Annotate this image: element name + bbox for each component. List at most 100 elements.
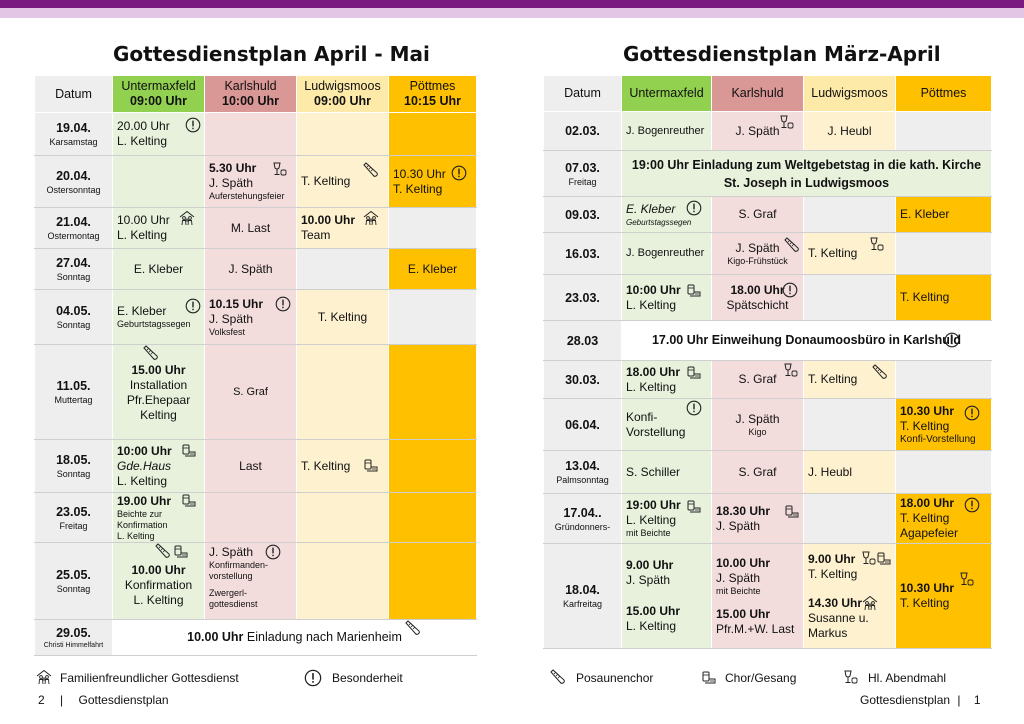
cell-karlshuld: 5.30 Uhr J. Späth Auferstehungsfeier — [204, 155, 297, 208]
date-cell: 25.05. Sonntag — [34, 542, 113, 620]
cell-karlshuld — [204, 112, 297, 156]
legend-communion: Hl. Abendmahl — [868, 671, 946, 685]
header-datum: Datum — [34, 75, 113, 113]
cell-ludwigsmoos — [296, 492, 389, 543]
info-icon — [265, 544, 281, 560]
cell-ludwigsmoos: 9.00 Uhr T. Kelting 14.30 Uhr Susanne u. Mar… — [803, 543, 896, 649]
header-bar-light — [0, 8, 1024, 18]
footer-right: Gottesdienstplan | 1 — [860, 693, 981, 707]
date-cell: 28.03 — [543, 320, 622, 361]
cell-karlshuld: J. Späth — [204, 248, 297, 290]
date-cell: 30.03. — [543, 360, 622, 399]
table-header-row: Datum Untermaxfeld 09:00 Uhr Karlshuld 10:… — [34, 75, 477, 113]
table-row: 21.04. Ostermontag 10.00 Uhr L. Kelting M.… — [34, 207, 477, 249]
date-cell: 13.04. Palmsonntag — [543, 450, 622, 494]
table-row: 25.05. Sonntag 10.00 Uhr Konfirmation L. Ke… — [34, 542, 477, 620]
legend-brass: Posaunenchor — [576, 671, 653, 685]
cell-karlshuld: Last — [204, 439, 297, 493]
header-poettmes: Pöttmes — [895, 75, 992, 112]
cell-karlshuld: J. Späth — [711, 111, 804, 151]
table-header-row: Datum Untermaxfeld Karlshuld Ludwigsmoos… — [543, 75, 992, 112]
table-row: 04.05. Sonntag E. Kleber Geburtstagssegen … — [34, 289, 477, 345]
cell-ludwigsmoos: T. Kelting — [296, 289, 389, 345]
cell-karlshuld: M. Last — [204, 207, 297, 249]
family-icon — [862, 595, 878, 611]
cell-karlshuld: S. Graf — [711, 196, 804, 233]
choir-icon — [363, 457, 379, 473]
info-icon — [185, 298, 201, 314]
cell-karlshuld — [204, 492, 297, 543]
communion-icon — [868, 236, 884, 252]
date-cell: 27.04. Sonntag — [34, 248, 113, 290]
header-datum: Datum — [543, 75, 622, 112]
family-icon — [179, 210, 195, 226]
cell-untermaxfeld: 10.00 Uhr L. Kelting — [112, 207, 205, 249]
legend-family: Familienfreundlicher Gottesdienst — [60, 671, 239, 685]
cell-poettmes — [388, 542, 477, 620]
cell-untermaxfeld: 9.00 Uhr J. Späth 15.00 Uhr L. Kelting — [621, 543, 712, 649]
info-icon — [275, 296, 291, 312]
cell-ludwigsmoos: T. Kelting — [803, 360, 896, 399]
footer-left: 2 | Gottesdienstplan — [38, 693, 169, 707]
info-icon — [944, 332, 960, 348]
cell-ludwigsmoos — [803, 398, 896, 451]
legend-choir: Chor/Gesang — [725, 671, 796, 685]
cell-poettmes: 18.00 Uhr T. Kelting Agapefeier — [895, 493, 992, 544]
table-row: 11.05. Muttertag 15.00 Uhr Installation Pfr… — [34, 344, 477, 440]
cell-span-event: 10.00 Uhr Einladung nach Marienheim — [112, 619, 477, 656]
choir-icon — [181, 442, 197, 458]
legend-special: Besonderheit — [332, 671, 403, 685]
cell-ludwigsmoos: T. Kelting — [803, 232, 896, 275]
cell-poettmes — [895, 232, 992, 275]
header-untermaxfeld: Untermaxfeld — [621, 75, 712, 112]
date-cell: 20.04. Ostersonntag — [34, 155, 113, 208]
cell-ludwigsmoos: 10.00 Uhr Team — [296, 207, 389, 249]
cell-karlshuld: 10.15 Uhr J. Späth Volksfest — [204, 289, 297, 345]
table-row: 28.03 17.00 Uhr Einweihung Donaumoosbüro… — [543, 320, 992, 361]
table-row: 29.05. Christi Himmelfahrt 10.00 Uhr Einl… — [34, 619, 477, 656]
cell-untermaxfeld: J. Bogenreuther — [621, 111, 712, 151]
brass-icon — [363, 162, 379, 178]
cell-ludwigsmoos: T. Kelting — [296, 439, 389, 493]
communion-icon — [842, 669, 858, 685]
footer-title-right: Gottesdienstplan — [860, 693, 951, 707]
date-cell: 19.04. Karsamstag — [34, 112, 113, 156]
info-icon — [686, 200, 702, 216]
choir-icon — [173, 543, 189, 559]
family-icon — [363, 210, 379, 226]
info-icon — [451, 165, 467, 181]
page-title-right: Gottesdienstplan März-April — [623, 42, 941, 66]
communion-icon — [860, 550, 876, 566]
cell-karlshuld: J. Späth Kigo-Frühstück — [711, 232, 804, 275]
table-row: 19.04. Karsamstag 20.00 Uhr L. Kelting — [34, 112, 477, 156]
brass-icon — [550, 669, 566, 685]
brass-icon — [155, 543, 171, 559]
footer-separator: | — [60, 693, 64, 707]
communion-icon — [782, 362, 798, 378]
cell-ludwigsmoos: J. Heubl — [803, 450, 896, 494]
brass-icon — [143, 345, 159, 361]
brass-icon — [784, 237, 800, 253]
cell-ludwigsmoos — [803, 493, 896, 544]
cell-untermaxfeld: 20.00 Uhr L. Kelting — [112, 112, 205, 156]
cell-poettmes: T. Kelting — [895, 274, 992, 321]
choir-icon — [181, 493, 197, 508]
info-icon — [964, 497, 980, 513]
cell-poettmes — [895, 360, 992, 399]
choir-icon — [686, 498, 702, 514]
info-icon — [686, 400, 702, 416]
date-cell: 16.03. — [543, 232, 622, 275]
page-title-left: Gottesdienstplan April - Mai — [113, 42, 430, 66]
schedule-table-march-april: Datum Untermaxfeld Karlshuld Ludwigsmoos… — [543, 75, 992, 649]
table-row: 16.03. J. Bogenreuther J. Späth Kigo-Früh… — [543, 232, 992, 275]
choir-icon — [876, 550, 892, 566]
choir-icon — [701, 669, 717, 685]
brass-icon — [405, 620, 421, 636]
date-cell: 18.05. Sonntag — [34, 439, 113, 493]
header-bar-dark — [0, 0, 1024, 8]
communion-icon — [778, 114, 794, 130]
header-ludwigsmoos: Ludwigsmoos 09:00 Uhr — [296, 75, 389, 113]
choir-icon — [784, 503, 800, 519]
header-karlshuld: Karlshuld — [711, 75, 804, 112]
schedule-table-april-may: Datum Untermaxfeld 09:00 Uhr Karlshuld 10:… — [34, 75, 477, 656]
